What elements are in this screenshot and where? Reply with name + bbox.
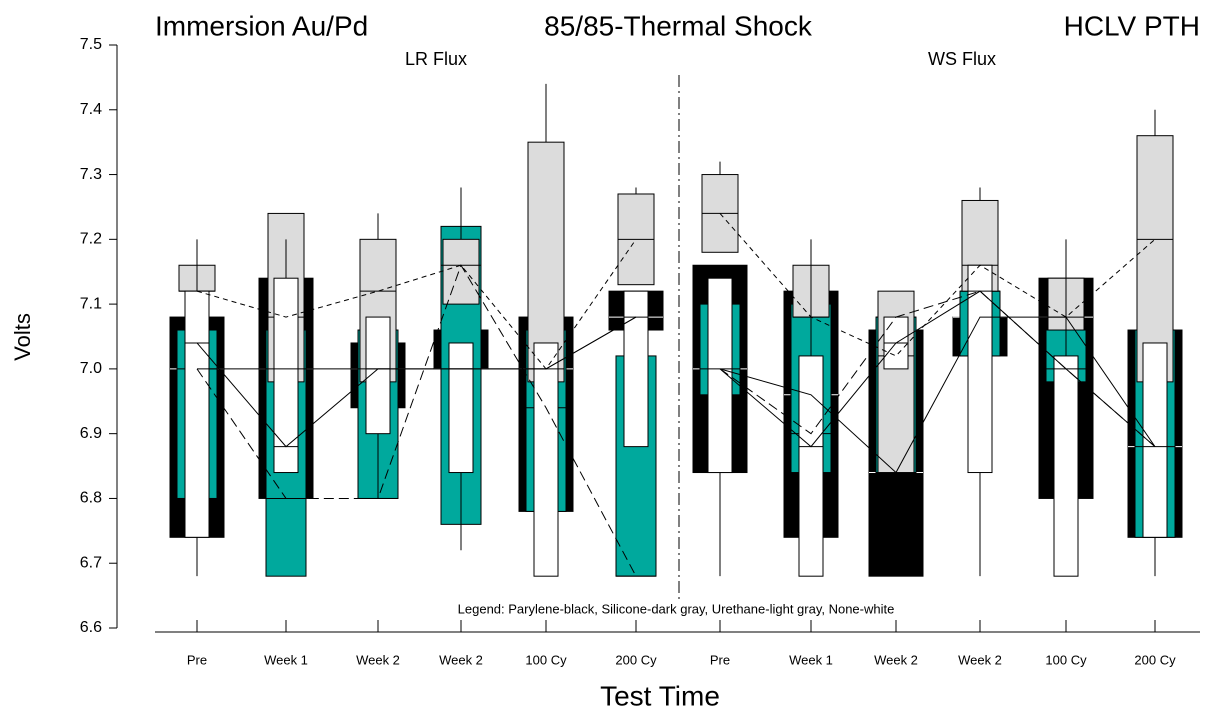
median-trend bbox=[719, 316, 1156, 474]
x-tick-label: Week 2 bbox=[439, 652, 483, 667]
median-trend bbox=[719, 290, 1156, 448]
box bbox=[967, 264, 993, 474]
y-tick-label: 6.7 bbox=[80, 554, 102, 571]
x-tick-label: Week 2 bbox=[874, 652, 918, 667]
y-tick-label: 7.4 bbox=[80, 101, 102, 118]
y-axis-label: Volts bbox=[10, 313, 35, 361]
legend-note: Legend: Parylene-black, Silicone-dark gr… bbox=[458, 601, 895, 616]
x-tick-label: Week 1 bbox=[789, 652, 833, 667]
panel-label: LR Flux bbox=[405, 49, 467, 69]
chart-title: HCLV PTH bbox=[1064, 10, 1200, 41]
median-trend bbox=[196, 264, 637, 577]
x-axis-label: Test Time bbox=[600, 680, 720, 711]
x-tick-label: 100 Cy bbox=[1045, 652, 1087, 667]
x-tick-label: Pre bbox=[187, 652, 207, 667]
median-trend bbox=[196, 239, 637, 370]
box bbox=[623, 290, 649, 448]
box bbox=[533, 342, 559, 577]
x-tick-label: 200 Cy bbox=[1134, 652, 1176, 667]
x-tick-label: Week 2 bbox=[356, 652, 400, 667]
box bbox=[1136, 135, 1174, 383]
y-tick-label: 7.1 bbox=[80, 295, 102, 312]
box bbox=[527, 141, 565, 383]
box bbox=[442, 238, 480, 305]
y-tick-label: 7.3 bbox=[80, 166, 102, 183]
y-tick-label: 7.5 bbox=[80, 36, 102, 53]
x-tick-label: 100 Cy bbox=[525, 652, 567, 667]
box bbox=[184, 290, 210, 538]
box bbox=[1142, 342, 1168, 538]
y-tick-label: 6.9 bbox=[80, 425, 102, 442]
box bbox=[1053, 355, 1079, 577]
chart-title: 85/85-Thermal Shock bbox=[544, 10, 813, 41]
box bbox=[798, 355, 824, 577]
panel-label: WS Flux bbox=[928, 49, 996, 69]
y-tick-label: 7.0 bbox=[80, 360, 102, 377]
x-tick-label: 200 Cy bbox=[615, 652, 657, 667]
y-tick-label: 6.6 bbox=[80, 619, 102, 636]
median-trend bbox=[719, 290, 1156, 447]
chart-title: Immersion Au/Pd bbox=[155, 10, 368, 41]
x-tick-label: Week 1 bbox=[264, 652, 308, 667]
x-tick-label: Week 2 bbox=[958, 652, 1002, 667]
box bbox=[707, 277, 733, 474]
box bbox=[448, 342, 474, 474]
x-tick-label: Pre bbox=[710, 652, 730, 667]
median-trend bbox=[196, 316, 637, 448]
y-tick-label: 7.2 bbox=[80, 231, 102, 248]
box bbox=[273, 277, 299, 474]
y-tick-label: 6.8 bbox=[80, 490, 102, 507]
